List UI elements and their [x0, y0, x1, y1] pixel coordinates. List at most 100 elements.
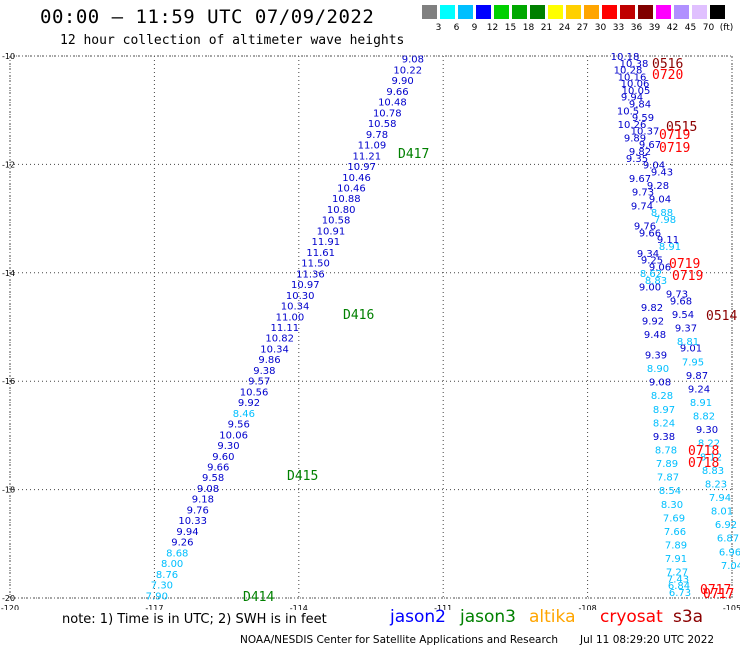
colorbar-swatch [674, 5, 689, 19]
swh-value: 10.22 [393, 65, 422, 76]
pass-label: 0719 [659, 141, 690, 156]
swh-value: 9.67 [639, 140, 661, 151]
swh-value: 8.83 [645, 276, 667, 287]
swh-value: 9.67 [629, 174, 651, 185]
swh-value: 10.05 [622, 86, 651, 97]
pass-label: 0718 [688, 444, 719, 459]
swh-value: 11.11 [271, 323, 300, 334]
swh-value: 8.54 [659, 486, 681, 497]
swh-value: 8.00 [161, 559, 183, 570]
swh-value: 8.28 [651, 391, 673, 402]
swh-value: 10.97 [291, 280, 320, 291]
swh-value: 8.68 [166, 548, 188, 559]
swh-value: 6.84 [668, 581, 690, 592]
swh-value: 10.33 [178, 516, 207, 527]
colorbar-label: 15 [504, 23, 517, 33]
swh-value: 7.43 [667, 574, 689, 585]
swh-value: 8.88 [651, 208, 673, 219]
swh-value: 8.81 [677, 337, 699, 348]
page-title: 00:00 – 11:59 UTC 07/09/2022 [40, 6, 375, 28]
swh-value: 9.37 [675, 323, 697, 334]
swh-value: 10.58 [322, 216, 351, 227]
colorbar-label: 30 [594, 23, 607, 33]
swh-value: 8.91 [690, 398, 712, 409]
swh-value: 10.46 [342, 173, 371, 184]
swh-value: 8.46 [233, 409, 255, 420]
colorbar-swatch [548, 5, 563, 19]
swh-value: 7.87 [657, 473, 679, 484]
swh-value: 9.73 [632, 188, 654, 199]
pass-label: 0717 [703, 587, 734, 602]
lat-tick-label: -20 [2, 594, 15, 603]
colorbar-swatch [710, 5, 725, 19]
swh-value: 11.09 [358, 141, 387, 152]
swh-value: 8.01 [711, 507, 733, 518]
colorbar-swatch [530, 5, 545, 19]
colorbar-label: 3 [435, 23, 442, 33]
swh-value: 9.28 [647, 181, 669, 192]
units-note: note: 1) Time is in UTC; 2) SWH is in fe… [62, 612, 327, 627]
swh-value: 11.36 [296, 269, 325, 280]
swh-value: 7.30 [151, 581, 173, 592]
colorbar-swatch [602, 5, 617, 19]
swh-value: 8.23 [705, 479, 727, 490]
swh-value: 6.73 [669, 588, 691, 599]
swh-value: 10.58 [368, 119, 397, 130]
swh-value: 7.66 [664, 527, 686, 538]
colorbar-label: 42 [666, 23, 679, 33]
swh-value: 9.01 [680, 344, 702, 355]
swh-value: 10.91 [317, 226, 346, 237]
swh-value: 6.96 [719, 547, 740, 558]
pass-label: 0718 [688, 456, 719, 471]
swh-value: 9.26 [171, 538, 193, 549]
swh-value: 7.04 [721, 561, 740, 572]
map-frame [9, 55, 733, 599]
pass-label: 0717 [700, 583, 731, 598]
swh-value: 10.28 [614, 66, 643, 77]
colorbar-swatch [512, 5, 527, 19]
swh-value: 8.91 [659, 242, 681, 253]
lon-tick-label: -108 [579, 604, 597, 610]
swh-value: 10.56 [240, 387, 269, 398]
swh-value: 7.27 [666, 568, 688, 579]
swh-value: 9.43 [651, 167, 673, 178]
pass-label: D416 [343, 308, 374, 323]
swh-value: 9.89 [624, 133, 646, 144]
swh-value: 7.98 [654, 215, 676, 226]
lat-tick-label: -14 [2, 269, 15, 278]
lat-tick-label: -10 [2, 52, 15, 61]
colorbar-swatch [440, 5, 455, 19]
lon-tick-label: -117 [145, 604, 163, 610]
pass-label: 0515 [666, 120, 697, 135]
swh-value: 8.22 [698, 439, 720, 450]
swh-value: 6.92 [715, 520, 737, 531]
colorbar-swatch [692, 5, 707, 19]
swh-value: 10.06 [219, 430, 248, 441]
footer-timestamp: Jul 11 08:29:20 UTC 2022 [580, 634, 715, 646]
swh-value: 9.48 [644, 330, 666, 341]
swh-value: 7.89 [665, 541, 687, 552]
colorbar-label: 21 [540, 23, 553, 33]
legend-cryosat: cryosat [600, 607, 663, 627]
swh-value: 9.38 [653, 432, 675, 443]
swh-value: 9.08 [649, 378, 671, 389]
swh-value: 9.86 [258, 355, 280, 366]
pass-label: 0514 [706, 309, 737, 324]
swh-value: 10.88 [332, 194, 361, 205]
swh-value: 10.48 [378, 98, 407, 109]
swh-value: 9.73 [666, 289, 688, 300]
swh-value: 9.04 [643, 161, 665, 172]
colorbar-label: 33 [612, 23, 625, 33]
colorbar-label: 9 [471, 23, 478, 33]
swh-value: 10.46 [337, 183, 366, 194]
swh-value: 9.24 [688, 384, 710, 395]
swh-value: 9.57 [248, 377, 270, 388]
colorbar-swatch [620, 5, 635, 19]
colorbar-label: 27 [576, 23, 589, 33]
colorbar-label: 6 [453, 23, 460, 33]
colorbar-label: 18 [522, 23, 535, 33]
pass-label: D417 [398, 147, 429, 162]
swh-value: 9.30 [217, 441, 239, 452]
swh-value: 9.04 [649, 194, 671, 205]
pass-label: D414 [243, 590, 274, 605]
